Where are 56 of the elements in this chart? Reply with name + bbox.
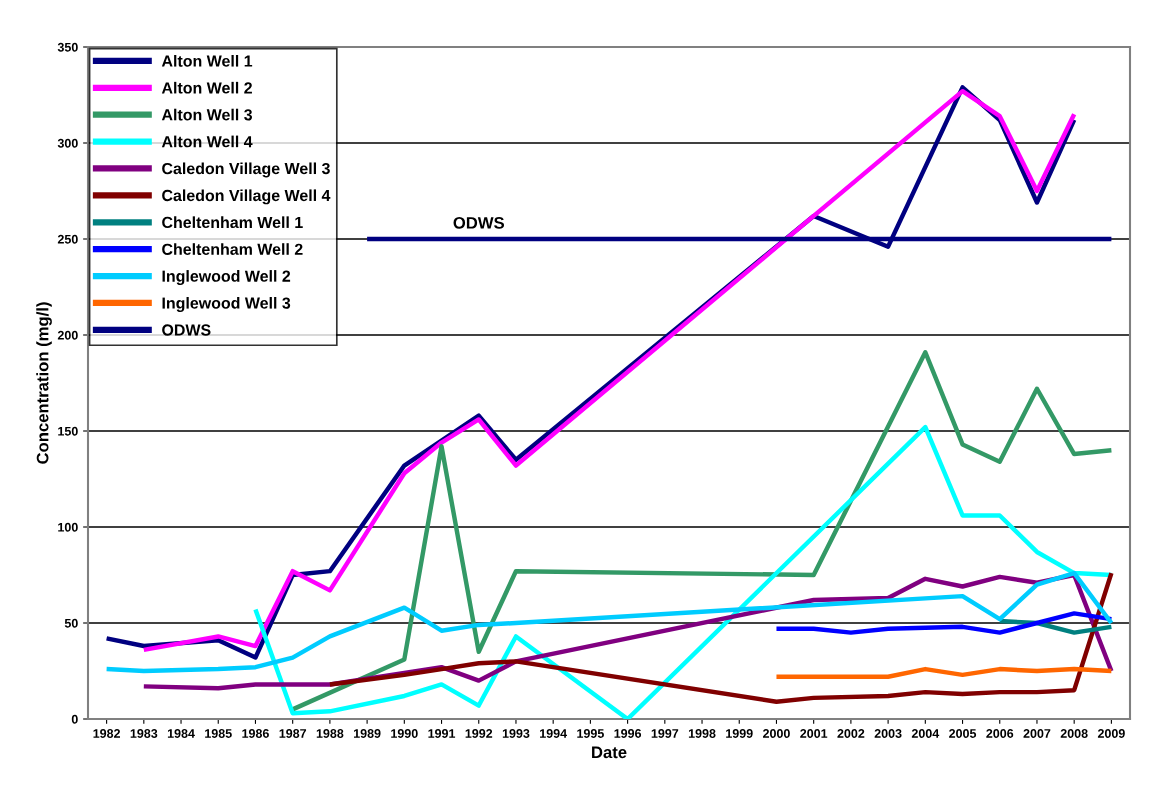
x-tick-label: 1984 bbox=[167, 729, 195, 738]
x-tick-label: 2008 bbox=[1060, 729, 1088, 738]
x-axis-title: Date bbox=[592, 746, 627, 759]
y-tick-label: 50 bbox=[64, 618, 78, 628]
x-tick-label: 1983 bbox=[130, 729, 158, 738]
x-tick-label: 2003 bbox=[874, 729, 902, 738]
y-tick-label: 100 bbox=[58, 522, 78, 532]
line-series bbox=[104, 570, 1114, 674]
line-series bbox=[327, 570, 1114, 704]
legend-label: Cheltenham Well 2 bbox=[162, 243, 303, 255]
x-tick-label: 1991 bbox=[428, 729, 456, 738]
legend-label: Alton Well 4 bbox=[161, 135, 253, 148]
x-tick-label: 2001 bbox=[800, 729, 828, 738]
legend-label: Cheltenham Well 1 bbox=[162, 216, 303, 229]
x-tick-label: 2005 bbox=[949, 729, 977, 738]
y-tick-label: 150 bbox=[58, 426, 78, 436]
legend-label: Inglewood Well 2 bbox=[162, 270, 291, 286]
x-tick-label: 1992 bbox=[465, 729, 493, 738]
y-tick-label: 350 bbox=[57, 42, 78, 52]
legend-label: Inglewood Well 3 bbox=[162, 297, 291, 312]
x-tick-label: 2000 bbox=[763, 729, 790, 738]
x-tick-label: 1993 bbox=[502, 729, 530, 738]
legend-label: Caledon Village Well 4 bbox=[162, 189, 331, 205]
x-tick-label: 1998 bbox=[688, 729, 716, 738]
y-tick-label: 0 bbox=[71, 714, 78, 724]
x-tick-label: 1990 bbox=[391, 729, 418, 738]
legend-label: Alton Well 3 bbox=[161, 108, 253, 121]
y-tick-label: 250 bbox=[57, 234, 78, 244]
x-tick-label: 1987 bbox=[279, 729, 307, 738]
x-tick-label: 1989 bbox=[353, 729, 381, 738]
x-tick-label: 1986 bbox=[242, 729, 269, 738]
line-series bbox=[290, 350, 1114, 712]
legend-label: ODWS bbox=[162, 324, 211, 336]
x-tick-label: 2002 bbox=[837, 729, 865, 738]
x-tick-label: 1988 bbox=[316, 729, 344, 738]
x-tick-label: 2004 bbox=[911, 729, 940, 738]
y-tick-label: 300 bbox=[57, 138, 78, 148]
legend-label: Alton Well 2 bbox=[161, 81, 252, 94]
x-tick-label: 1995 bbox=[577, 729, 604, 738]
y-tick-label: 200 bbox=[57, 330, 78, 340]
y-axis-title: Concentration (mg/l) bbox=[36, 302, 52, 464]
x-tick-label: 1994 bbox=[540, 729, 568, 738]
x-tick-label: 1996 bbox=[614, 729, 642, 738]
x-tick-label: 2009 bbox=[1097, 729, 1125, 738]
line-series bbox=[997, 618, 1114, 635]
line-series bbox=[774, 666, 1114, 679]
x-tick-label: 1985 bbox=[205, 729, 232, 738]
line-series bbox=[774, 611, 1114, 635]
legend-label: Alton Well 1 bbox=[161, 54, 253, 67]
annotation: ODWS bbox=[453, 216, 505, 229]
x-tick-label: 1997 bbox=[651, 729, 679, 738]
x-tick-label: 2006 bbox=[986, 729, 1014, 738]
x-tick-label: 1982 bbox=[93, 729, 121, 738]
x-tick-label: 2007 bbox=[1023, 729, 1051, 738]
x-tick-label: 1999 bbox=[726, 729, 753, 738]
legend-label: Caledon Village Well 3 bbox=[162, 162, 330, 178]
